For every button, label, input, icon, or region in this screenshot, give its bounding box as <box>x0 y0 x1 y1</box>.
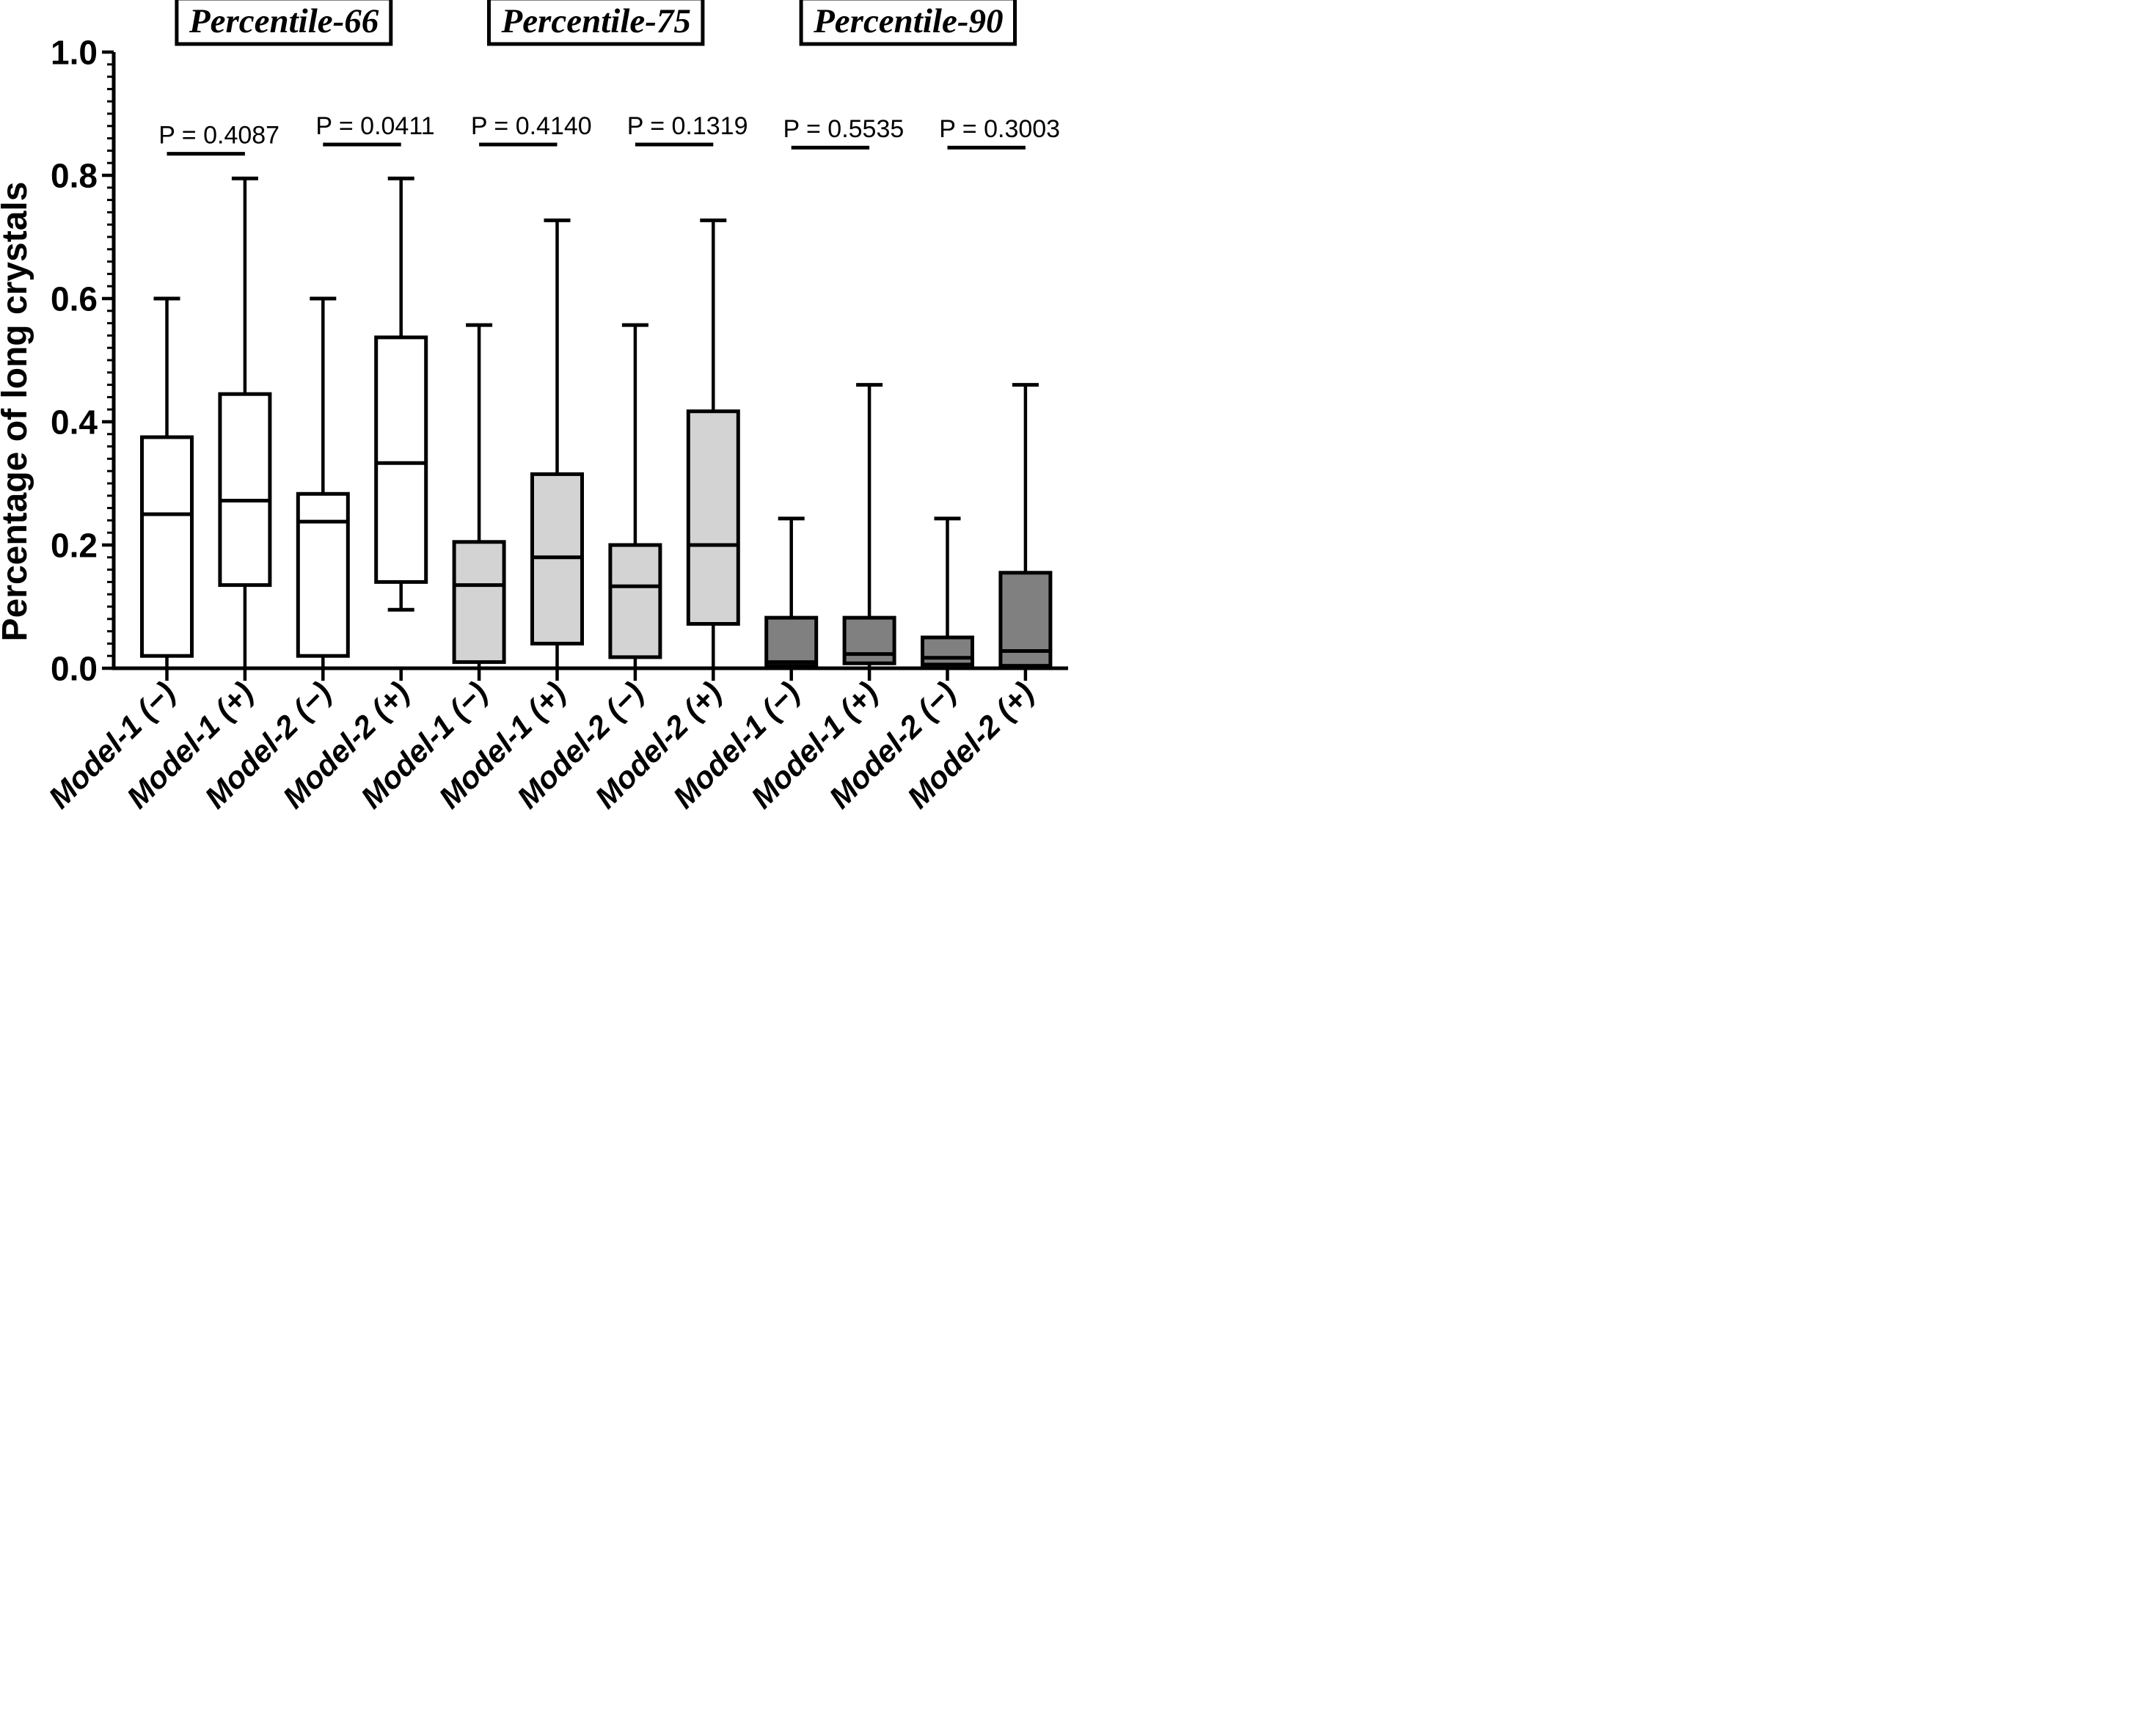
box-rect <box>374 335 428 584</box>
box-model-2-+--g0 <box>374 176 428 612</box>
box-model-1-+--g2 <box>842 383 896 668</box>
box-rect <box>608 543 662 659</box>
box-model-1-−--g0 <box>140 296 194 668</box>
y-tick-label: 1.0 <box>51 34 98 72</box>
p-value-label: P = 0.4140 <box>471 112 592 140</box>
p-value-label: P = 0.3003 <box>939 115 1060 143</box>
box-rect <box>140 435 194 658</box>
chart-svg: 0.0 0.2 0.4 0.6 0.8 1.0 Percentage of long cry… <box>0 0 1068 815</box>
box-rect <box>296 491 350 658</box>
group-title-box <box>799 0 1017 46</box>
p-value-label: P = 0.4087 <box>158 122 279 150</box>
box-rect <box>686 409 740 626</box>
box-model-1-−--g2 <box>764 516 819 668</box>
box-rect <box>842 615 896 665</box>
group-title-label: Percentile-90 <box>813 2 1003 40</box>
group-title-box <box>486 0 705 46</box>
box-model-2-−--g2 <box>921 516 974 668</box>
box-model-2-−--g1 <box>608 323 662 668</box>
p-value-label: P = 0.0411 <box>315 112 434 140</box>
box-model-2-+--g2 <box>998 383 1053 668</box>
box-rect <box>921 635 974 667</box>
box-model-1-−--g1 <box>452 323 506 668</box>
p-value-label: P = 0.5535 <box>783 115 904 143</box>
y-tick-label: 0.0 <box>51 650 98 688</box>
y-axis-title: Percentage of long crystals <box>0 182 34 642</box>
box-model-1-+--g1 <box>530 218 584 668</box>
group-title-label: Percentile-66 <box>189 2 379 40</box>
y-tick-label: 0.6 <box>51 280 98 318</box>
y-tick-label: 0.4 <box>51 403 98 442</box>
group-title-label: Percentile-75 <box>500 2 690 40</box>
boxplot-figure: 0.0 0.2 0.4 0.6 0.8 1.0 Percentage of long cry… <box>0 0 1078 863</box>
y-tick-label: 0.8 <box>51 157 98 195</box>
box-rect <box>452 540 506 665</box>
p-value-label: P = 0.1319 <box>627 112 748 140</box>
box-model-2-+--g1 <box>686 218 740 668</box>
box-model-2-−--g0 <box>296 296 350 668</box>
y-tick-label: 0.2 <box>51 527 98 565</box>
box-rect <box>764 615 819 668</box>
box-rect <box>218 392 272 588</box>
group-title-box <box>175 0 393 46</box>
box-model-1-+--g0 <box>218 176 272 668</box>
